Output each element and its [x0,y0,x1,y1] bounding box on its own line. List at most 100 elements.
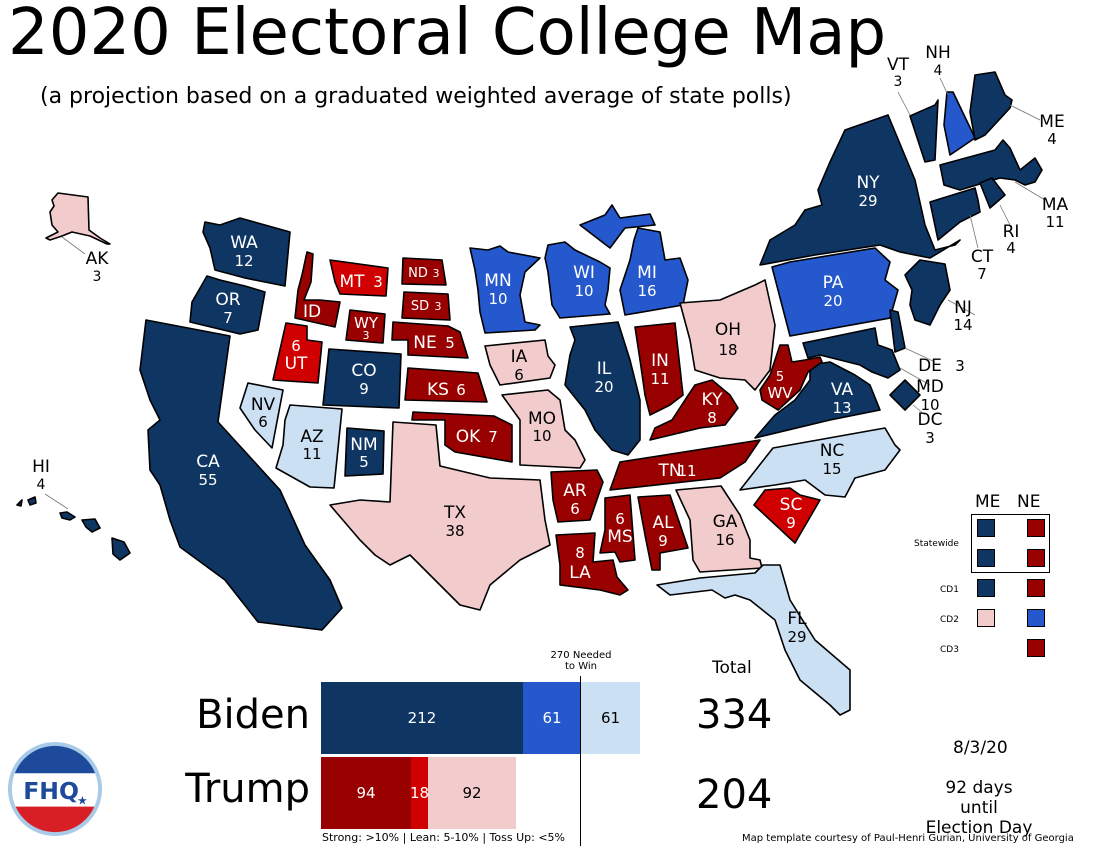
svg-text:MA: MA [1042,195,1069,215]
270-threshold-line [580,676,581,846]
state-DE[interactable]: DE 3 [889,309,965,376]
state-NH[interactable]: NH 4 [925,43,976,156]
state-AR[interactable]: AR 6 [550,469,604,523]
state-OH[interactable]: OH 18 [679,279,776,391]
ne-statewide-1-swatch [1027,519,1045,537]
state-MT[interactable]: MT 3 [329,259,389,297]
state-WA[interactable]: WA 12 [202,217,291,287]
state-MS[interactable]: 6 MS [599,494,636,563]
legend-label-cd3: CD3 [940,645,959,655]
svg-text:HI: HI [32,457,50,477]
days-until-election: 92 days until Election Day [925,778,1033,838]
state-WY[interactable]: WY 3 [345,309,386,344]
svg-text:3: 3 [93,269,102,285]
state-PA[interactable]: PA 20 [771,247,899,337]
trump-strong-segment: 94 [321,757,411,829]
trump-lean-segment: 18 [410,757,429,829]
state-AZ[interactable]: AZ 11 [275,404,343,489]
state-NV[interactable]: NV 6 [239,382,284,449]
svg-text:NJ: NJ [954,298,972,318]
state-SC[interactable]: SC 9 [753,487,821,544]
fhq-logo-text: FHQ [23,777,79,805]
state-NE[interactable]: NE 5 [391,321,469,359]
state-HI[interactable]: HI 4 [16,457,131,561]
me-cd2-swatch [977,609,995,627]
state-OR[interactable]: OR 7 [189,275,266,335]
state-ND[interactable]: ND 3 [401,257,447,286]
state-CT[interactable]: CT 7 [929,187,994,283]
me-statewide-1-swatch [977,519,995,537]
total-header: Total [712,658,752,678]
legend-header-me: ME [975,492,1001,512]
state-MO[interactable]: MO 10 [501,389,586,469]
svg-text:3: 3 [955,357,965,375]
page-title: 2020 Electoral College Map [8,0,887,70]
state-IA[interactable]: IA 6 [484,339,556,386]
trump-label: Trump [185,766,310,812]
svg-text:MD: MD [916,377,944,397]
biden-strong-segment: 212 [321,682,523,754]
svg-text:3: 3 [894,74,903,90]
state-VT[interactable]: VT 3 [887,55,939,163]
biden-tossup-segment: 61 [581,682,640,754]
svg-text:11: 11 [1045,213,1064,231]
state-MD[interactable]: MD 10 [802,327,944,414]
state-ME[interactable]: ME 4 [969,71,1065,148]
state-NJ[interactable]: NJ 14 [904,259,976,334]
ne-cd2-swatch [1027,609,1045,627]
trump-bar: 94 18 92 [321,757,516,829]
biden-lean-segment: 61 [523,682,581,754]
svg-text:DE: DE [918,356,942,376]
svg-text:DC: DC [918,410,943,430]
biden-bar: 212 61 61 [321,682,640,754]
ne-cd1-swatch [1027,579,1045,597]
legend-label-cd1: CD1 [940,585,959,595]
svg-text:3: 3 [925,429,935,447]
state-NM[interactable]: NM 5 [344,427,385,477]
svg-text:4: 4 [1006,239,1016,257]
state-RI[interactable]: RI 4 [979,177,1020,257]
legend-label-cd2: CD2 [940,615,959,625]
statewide-box [971,514,1050,573]
svg-text:7: 7 [977,265,987,283]
svg-text:ME: ME [1039,112,1064,132]
map-credit: Map template courtesy of Paul-Henri Guri… [742,833,1074,844]
state-KS[interactable]: KS 6 [404,367,488,403]
update-date: 8/3/20 [953,738,1008,758]
state-UT[interactable]: 6 UT [272,322,323,384]
state-IN[interactable]: IN 11 [634,322,684,416]
margin-key: Strong: >10% | Lean: 5-10% | Toss Up: <5… [322,831,566,844]
state-AK[interactable]: AK 3 [45,192,111,285]
page-subtitle: (a projection based on a graduated weigh… [40,84,792,109]
svg-text:4: 4 [37,477,46,493]
trump-total: 204 [696,772,773,818]
state-IL[interactable]: IL 20 [564,321,641,456]
state-AL[interactable]: AL 9 [637,494,689,571]
biden-total: 334 [696,692,773,738]
svg-text:4: 4 [1047,130,1057,148]
svg-text:10: 10 [920,396,939,414]
state-MN[interactable]: MN 10 [469,245,541,334]
svg-text:NH: NH [925,43,951,63]
state-GA[interactable]: GA 16 [675,485,763,573]
svg-text:4: 4 [934,63,943,79]
ne-statewide-2-swatch [1027,549,1045,567]
me-cd1-swatch [977,579,995,597]
state-DC[interactable]: DC 3 [889,379,943,447]
me-statewide-2-swatch [977,549,995,567]
svg-text:14: 14 [953,316,972,334]
svg-text:RI: RI [1003,222,1020,242]
svg-text:CT: CT [971,247,994,267]
ne-cd3-swatch [1027,639,1045,657]
state-CO[interactable]: CO 9 [322,348,402,409]
state-SD[interactable]: SD 3 [401,291,451,321]
legend-header-ne: NE [1017,492,1041,512]
fhq-logo: FHQ ★ [7,741,103,837]
legend-label-statewide: Statewide [914,539,959,549]
state-MA[interactable]: MA 11 [939,139,1069,231]
svg-text:AK: AK [86,249,110,269]
svg-text:VT: VT [887,55,910,75]
trump-tossup-segment: 92 [428,757,516,829]
state-NC[interactable]: NC 15 [739,427,901,498]
state-WI[interactable]: WI 10 [544,241,611,319]
